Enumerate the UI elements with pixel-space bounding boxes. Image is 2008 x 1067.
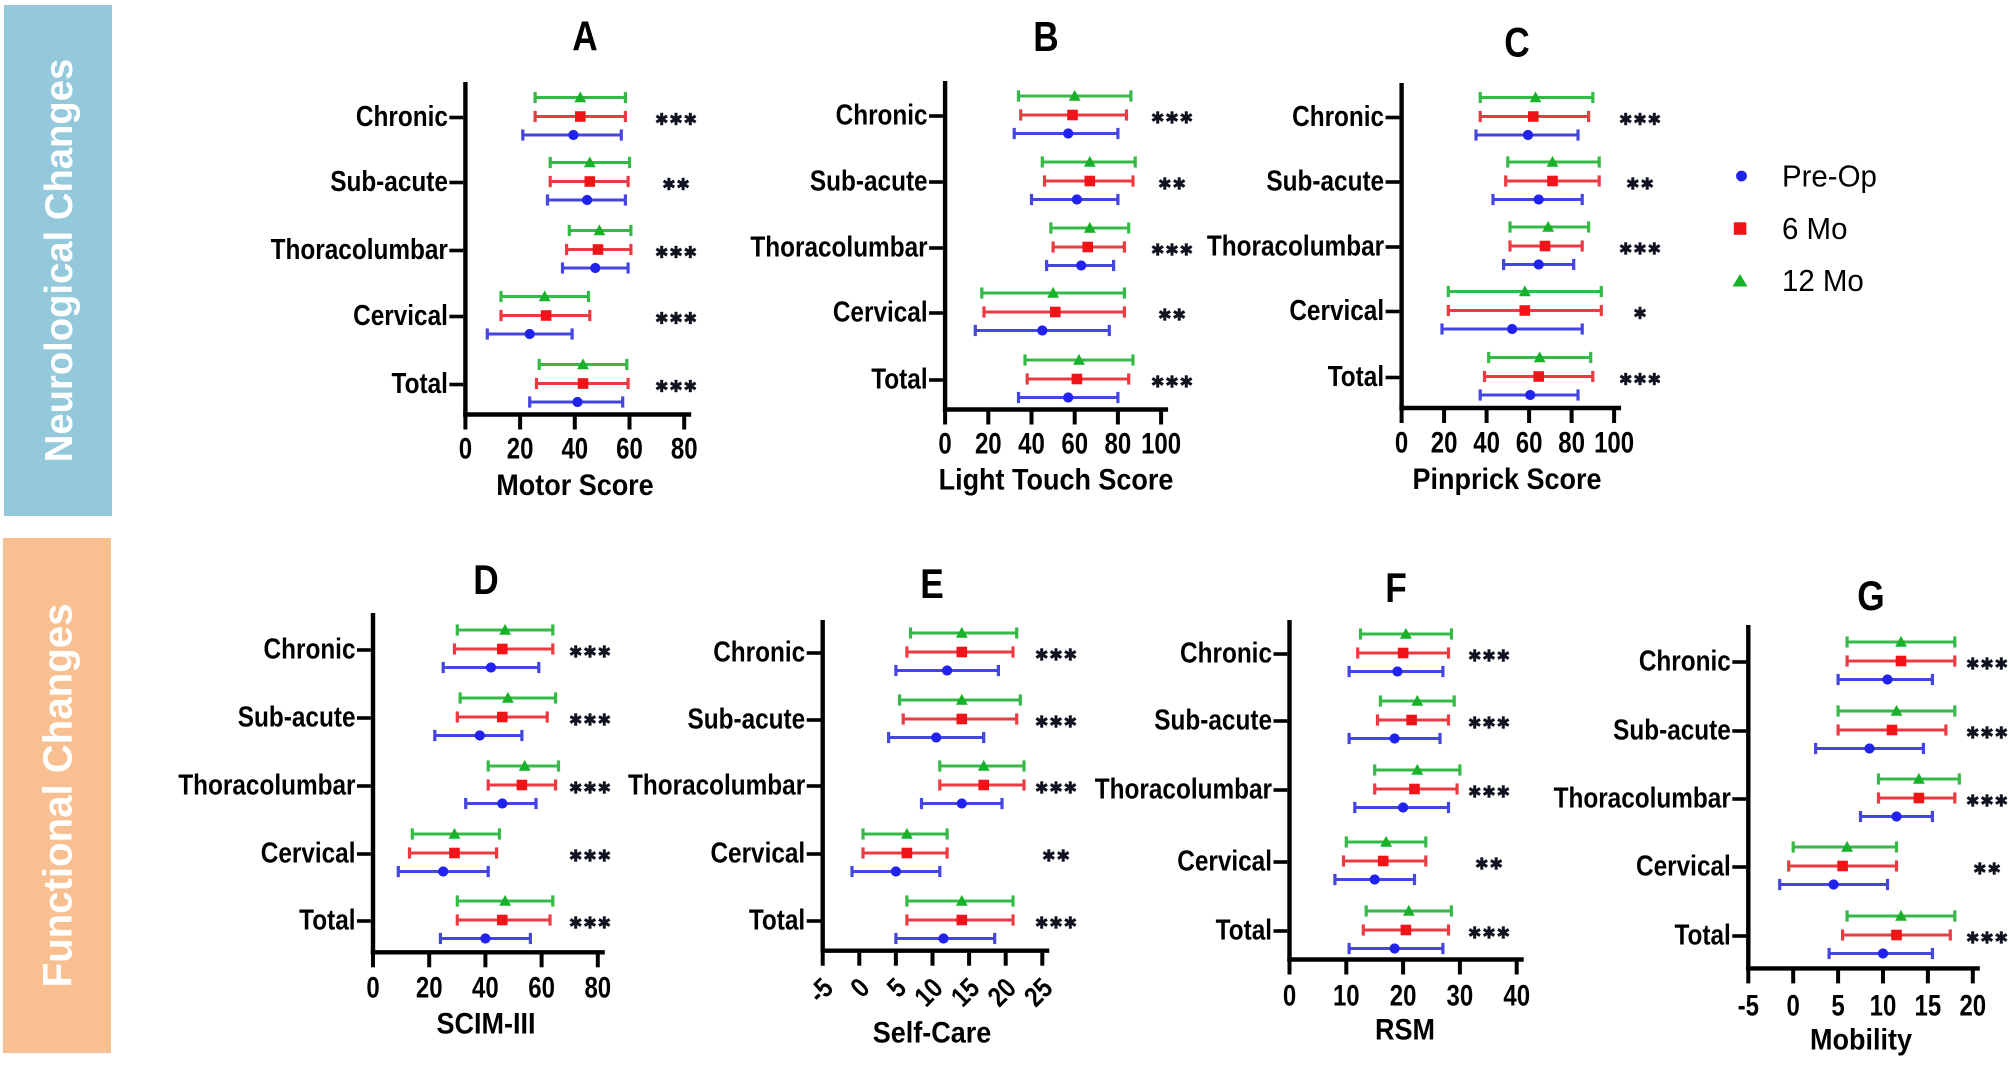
- svg-text:Thoracolumbar: Thoracolumbar: [750, 231, 928, 263]
- svg-text:Total: Total: [299, 904, 355, 936]
- svg-text:80: 80: [671, 431, 698, 465]
- svg-text:G: G: [1857, 573, 1884, 620]
- svg-text:Cervical: Cervical: [833, 296, 928, 328]
- svg-text:0: 0: [938, 426, 951, 460]
- svg-text:Chronic: Chronic: [836, 99, 928, 131]
- svg-text:20: 20: [975, 426, 1002, 460]
- svg-text:Chronic: Chronic: [1639, 645, 1731, 677]
- svg-text:Cervical: Cervical: [1636, 850, 1731, 882]
- svg-text:Thoracolumbar: Thoracolumbar: [1095, 773, 1273, 805]
- svg-text:RSM: RSM: [1375, 1013, 1435, 1047]
- svg-text:C: C: [1504, 20, 1529, 67]
- svg-text:-5: -5: [1738, 988, 1759, 1022]
- svg-text:Total: Total: [1216, 914, 1272, 946]
- svg-text:Self-Care: Self-Care: [873, 1016, 991, 1050]
- svg-text:100: 100: [1141, 426, 1181, 460]
- svg-text:0: 0: [1395, 425, 1408, 459]
- svg-text:D: D: [473, 557, 498, 604]
- svg-text:40: 40: [1473, 425, 1500, 459]
- svg-text:80: 80: [584, 970, 611, 1004]
- svg-text:20: 20: [1390, 978, 1417, 1012]
- svg-text:Functional Changes: Functional Changes: [34, 604, 80, 988]
- svg-text:20: 20: [1959, 988, 1986, 1022]
- svg-text:60: 60: [616, 431, 643, 465]
- svg-text:Chronic: Chronic: [713, 636, 805, 668]
- svg-text:Thoracolumbar: Thoracolumbar: [271, 233, 449, 265]
- svg-text:Cervical: Cervical: [261, 837, 356, 869]
- svg-text:A: A: [572, 14, 597, 61]
- svg-text:Total: Total: [1328, 360, 1384, 392]
- svg-text:80: 80: [1105, 426, 1132, 460]
- svg-text:Cervical: Cervical: [1177, 845, 1272, 877]
- svg-text:60: 60: [1516, 425, 1543, 459]
- svg-text:0: 0: [1283, 978, 1296, 1012]
- svg-text:12 Mo: 12 Mo: [1782, 264, 1864, 298]
- svg-text:Thoracolumbar: Thoracolumbar: [1554, 782, 1732, 814]
- svg-text:Chronic: Chronic: [1292, 100, 1384, 132]
- svg-text:10: 10: [1870, 988, 1897, 1022]
- svg-text:Cervical: Cervical: [710, 837, 805, 869]
- svg-text:Thoracolumbar: Thoracolumbar: [178, 769, 356, 801]
- svg-text:0: 0: [1787, 988, 1800, 1022]
- svg-text:10: 10: [1333, 978, 1360, 1012]
- svg-text:Total: Total: [1674, 919, 1730, 951]
- svg-text:B: B: [1033, 14, 1058, 61]
- svg-text:SCIM-III: SCIM-III: [437, 1007, 536, 1041]
- svg-text:Thoracolumbar: Thoracolumbar: [1207, 230, 1385, 262]
- svg-text:Sub-acute: Sub-acute: [1613, 714, 1731, 746]
- svg-text:Motor Score: Motor Score: [496, 469, 653, 503]
- svg-text:Chronic: Chronic: [1180, 637, 1272, 669]
- svg-text:Cervical: Cervical: [353, 299, 448, 331]
- svg-text:Sub-acute: Sub-acute: [330, 165, 448, 197]
- svg-text:Total: Total: [392, 367, 448, 399]
- svg-text:Chronic: Chronic: [264, 633, 356, 665]
- svg-text:60: 60: [528, 970, 555, 1004]
- svg-text:Pre-Op: Pre-Op: [1782, 160, 1877, 194]
- svg-text:Thoracolumbar: Thoracolumbar: [628, 769, 806, 801]
- svg-text:0: 0: [459, 431, 472, 465]
- svg-text:Sub-acute: Sub-acute: [238, 701, 356, 733]
- svg-text:0: 0: [366, 970, 379, 1004]
- svg-text:100: 100: [1594, 425, 1634, 459]
- svg-text:E: E: [920, 561, 944, 608]
- svg-text:Sub-acute: Sub-acute: [1266, 165, 1384, 197]
- svg-text:15: 15: [1915, 988, 1942, 1022]
- svg-text:30: 30: [1447, 978, 1474, 1012]
- svg-text:6 Mo: 6 Mo: [1782, 212, 1847, 246]
- svg-text:20: 20: [416, 970, 443, 1004]
- svg-text:40: 40: [472, 970, 499, 1004]
- svg-text:Neurological Changes: Neurological Changes: [38, 59, 81, 462]
- svg-text:40: 40: [1018, 426, 1045, 460]
- svg-text:40: 40: [1503, 978, 1530, 1012]
- svg-text:80: 80: [1558, 425, 1585, 459]
- svg-text:5: 5: [1831, 988, 1844, 1022]
- svg-text:Mobility: Mobility: [1810, 1023, 1912, 1057]
- svg-text:Sub-acute: Sub-acute: [688, 703, 806, 735]
- svg-text:F: F: [1385, 565, 1407, 612]
- svg-text:Sub-acute: Sub-acute: [1154, 704, 1272, 736]
- svg-text:Cervical: Cervical: [1289, 294, 1384, 326]
- svg-text:Total: Total: [871, 363, 927, 395]
- svg-text:Chronic: Chronic: [356, 100, 448, 132]
- svg-text:Light Touch Score: Light Touch Score: [939, 463, 1174, 497]
- svg-text:20: 20: [1431, 425, 1458, 459]
- svg-text:Pinprick Score: Pinprick Score: [1413, 463, 1602, 497]
- svg-text:Sub-acute: Sub-acute: [810, 165, 928, 197]
- svg-text:40: 40: [561, 431, 588, 465]
- svg-text:20: 20: [507, 431, 534, 465]
- svg-text:60: 60: [1061, 426, 1088, 460]
- svg-text:Total: Total: [749, 904, 805, 936]
